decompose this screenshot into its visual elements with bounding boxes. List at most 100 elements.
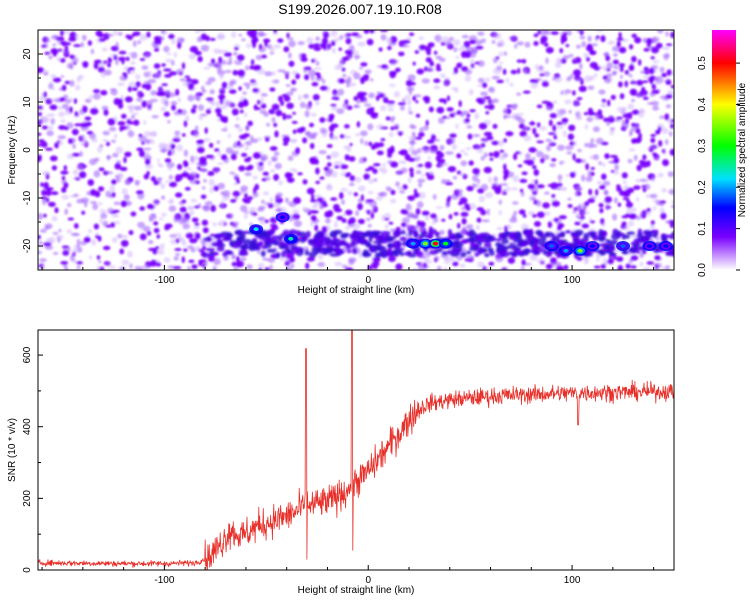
spectrogram-speckle [454,232,463,239]
spectrogram-speckle [498,199,502,205]
spectrogram-speckle [627,112,633,120]
spectrogram-speckle [177,235,182,241]
spectrogram-speckle [145,158,151,166]
spectrogram-speckle [136,147,144,152]
spectrogram-speckle [93,93,101,100]
spectrogram-speckle [80,122,89,128]
spectrogram-speckle [414,50,420,54]
spectrogram-speckle [177,109,183,114]
spectrogram-speckle [223,49,229,53]
spectrogram-speckle [312,94,320,101]
spectrogram-speckle [650,56,655,60]
spectrogram-speckle [350,50,359,57]
spectrogram-speckle [451,246,456,254]
spectrogram-speckle [317,73,321,79]
spectrogram-speckle [152,131,157,137]
spectrogram-speckle [400,167,408,174]
spectrogram-speckle [511,103,517,111]
spectrogram-speckle [655,129,661,135]
spectrogram-speckle [474,146,483,150]
spectrogram-speckle [574,77,584,82]
spectrogram-speckle [519,151,523,156]
spectrogram-speckle [421,210,430,216]
spectrogram-speckle [601,101,606,107]
spectrogram-speckle [149,98,158,103]
spectrogram-speckle [483,131,493,137]
spectrogram-speckle [621,122,629,129]
spectrogram-speckle [66,203,72,207]
spectrogram-speckle [465,238,475,243]
spectrogram-speckle [633,238,642,243]
spectrogram-speckle [534,64,539,70]
spectrogram-speckle [639,89,648,96]
spectrogram-speckle [93,223,100,230]
spectrogram-speckle [547,221,553,229]
spectrogram-speckle [105,171,114,175]
spectrogram-speckle [258,267,262,270]
spectrogram-speckle [587,170,593,178]
spectrogram-speckle [232,190,241,197]
spectrogram-speckle [624,188,631,196]
spectrogram-speckle [297,94,302,101]
spectrogram-speckle [232,243,241,249]
spectrogram-speckle [234,46,239,51]
spectrogram-speckle [492,57,498,64]
spectrogram-speckle [618,32,622,39]
spectrogram-speckle [605,73,613,78]
spectrogram-speckle [118,50,127,55]
spectrogram-speckle [664,113,670,121]
spectrogram-speckle [563,32,567,36]
spectrogram-speckle [344,267,354,270]
spectrogram-speckle [466,125,473,129]
spectrogram-speckle [356,99,361,104]
spectrogram-speckle [110,139,117,143]
spectrogram-speckle [533,169,540,176]
spectrogram-speckle [359,156,366,164]
spectrogram-speckle [604,196,612,204]
spectrogram-speckle [378,142,385,148]
spectrogram-speckle [58,125,67,130]
spectrogram-speckle [378,47,383,52]
spectrogram-speckle [498,155,506,160]
spectrogram-speckle [169,198,174,204]
spectrogram-speckle [309,122,314,128]
spectrogram-speckle [364,140,368,146]
spectrogram-speckle [447,249,452,255]
spectrogram-speckle [482,82,488,88]
spectrogram-speckle [477,60,485,67]
spectrogram-speckle [409,171,414,178]
spectrogram-speckle [529,239,536,246]
spectrogram-speckle [273,122,278,128]
spectrogram-speckle [498,209,502,216]
spectrogram-speckle [183,149,189,157]
spectrogram-speckle [465,53,471,59]
spectrogram-speckle [612,213,618,221]
spectrogram-speckle [517,164,523,168]
spectrogram-speckle [646,38,653,45]
spectrogram-speckle [488,152,494,157]
spectrogram-speckle [565,145,574,151]
spectrogram-speckle [339,35,344,40]
spectrogram-speckle [331,106,338,111]
spectrogram-speckle [299,101,306,109]
spectrogram-speckle [614,164,619,171]
spectrogram-speckle [386,103,395,108]
snr-y-label: SNR (10 * v/v) [7,418,18,482]
spectrogram-speckle [203,49,208,52]
y-tick-label: 0 [22,147,33,153]
spectrogram-speckle [121,113,127,119]
spectrogram-speckle [559,160,566,164]
spectrogram-speckle [380,230,391,236]
spectrogram-speckle [531,157,536,161]
spectrogram-speckle [484,105,488,109]
spectrogram-speckle [443,98,447,105]
spectrogram-speckle [258,33,267,37]
spectrogram-speckle [419,147,425,152]
spectrogram-speckle [671,230,674,236]
spectrogram-speckle [529,121,536,126]
spectrogram-speckle [542,249,548,255]
spectrogram-speckle [143,80,151,84]
spectrogram-speckle [392,240,402,247]
colorbar-tick-label: 0.1 [697,221,708,235]
spectrogram-speckle [376,150,384,156]
